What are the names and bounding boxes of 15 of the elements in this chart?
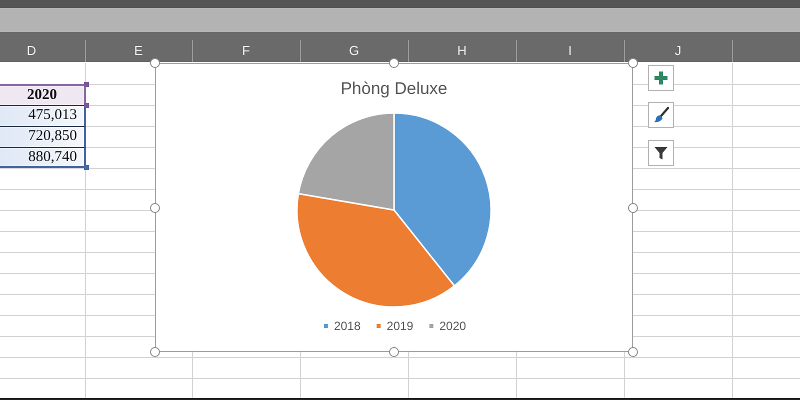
text: H (457, 43, 467, 58)
text: F (242, 43, 250, 58)
table-cell: 880,740 (0, 147, 86, 168)
table-cell: 720,850 (0, 126, 86, 147)
text: I (568, 43, 572, 58)
text: D (26, 43, 36, 58)
legend-label: 2019 (386, 319, 414, 333)
legend-label: 2020 (439, 319, 466, 333)
table-cell: 2020 (0, 84, 86, 105)
text: G (348, 43, 360, 58)
chart-title: Phòng Deluxe (340, 79, 448, 98)
table-cell: 475,013 (0, 105, 86, 126)
text: J (674, 43, 682, 58)
legend-label: 2018 (334, 319, 361, 333)
text: E (134, 43, 143, 58)
